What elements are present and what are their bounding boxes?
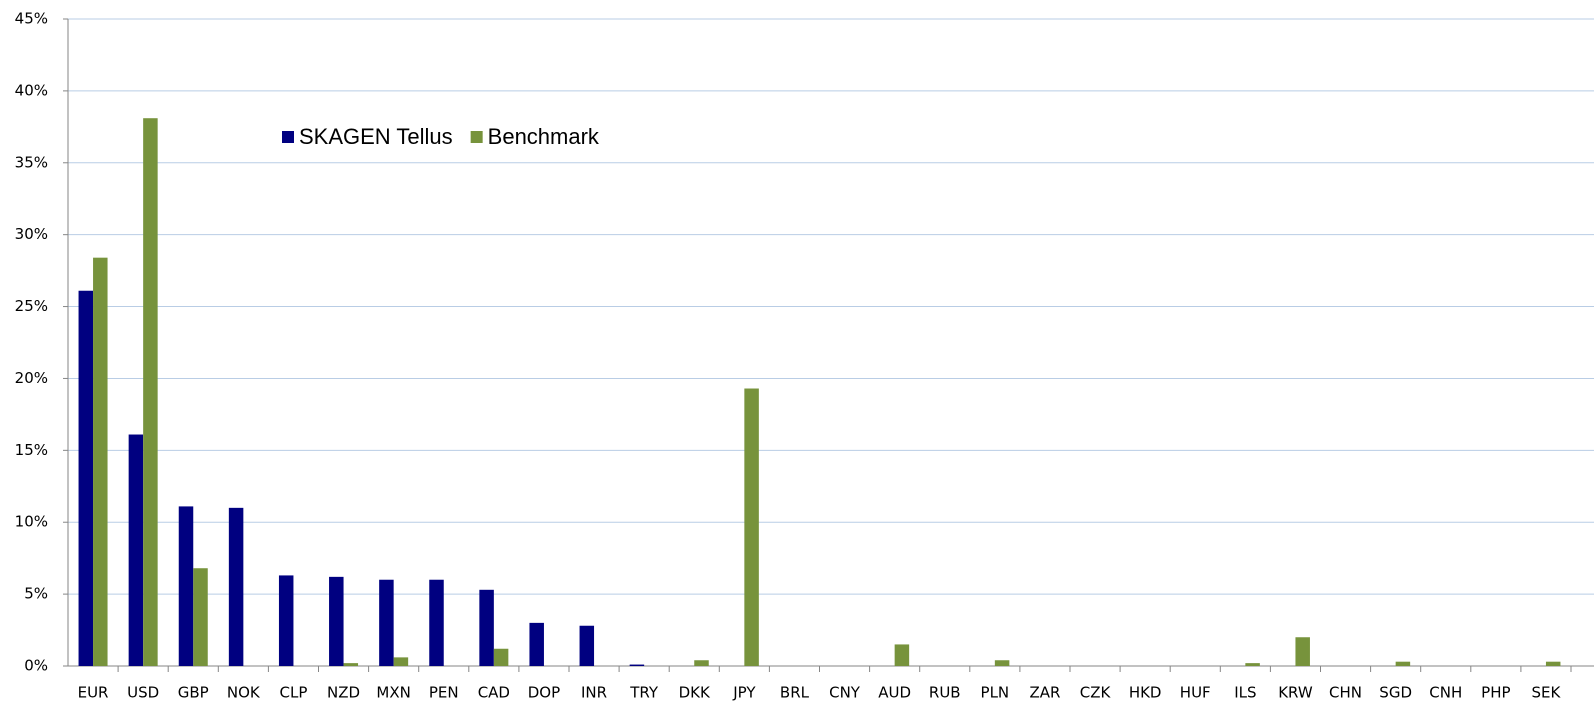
- bar: [393, 657, 409, 666]
- bar: [1545, 661, 1561, 666]
- legend: SKAGEN Tellus Benchmark: [282, 124, 600, 149]
- x-tick-label: TRY: [629, 684, 659, 702]
- x-tick-label: ZAR: [1029, 684, 1060, 702]
- bar: [143, 118, 158, 666]
- bar: [278, 575, 294, 666]
- x-tick-label: CAD: [478, 684, 510, 702]
- y-tick-label: 5%: [24, 585, 48, 603]
- bar: [1395, 661, 1411, 666]
- bar: [78, 290, 94, 666]
- x-tick-label: MXN: [376, 684, 410, 702]
- y-tick-label: 40%: [15, 81, 48, 99]
- y-tick-label: 30%: [15, 225, 48, 243]
- x-tick-label: NOK: [227, 684, 261, 702]
- y-tick-label: 25%: [15, 297, 48, 315]
- legend-label: Benchmark: [488, 124, 600, 149]
- x-tick-label: GBP: [178, 684, 209, 702]
- x-tick-label: HKD: [1129, 684, 1162, 702]
- bar: [994, 660, 1010, 666]
- bar: [228, 507, 244, 666]
- bar: [744, 388, 759, 666]
- bar: [343, 663, 359, 666]
- bar: [329, 576, 344, 666]
- x-tick-label: AUD: [878, 684, 911, 702]
- x-tick-label: INR: [581, 684, 607, 702]
- x-tick-label: DKK: [679, 684, 711, 702]
- bar: [629, 664, 645, 666]
- x-tick-label: JPY: [732, 684, 756, 702]
- y-tick-label: 20%: [15, 369, 48, 387]
- x-tick-label: BRL: [780, 684, 810, 702]
- x-tick-label: HUF: [1180, 684, 1211, 702]
- bar: [529, 622, 544, 666]
- x-tick-label: CLP: [280, 684, 308, 702]
- y-tick-label: 10%: [15, 513, 48, 531]
- x-tick-label: SEK: [1532, 684, 1562, 702]
- bar: [93, 257, 108, 666]
- x-tick-label: CNY: [829, 684, 861, 702]
- x-tick-label: USD: [127, 684, 159, 702]
- bar: [493, 648, 509, 666]
- y-tick-label: 15%: [15, 441, 48, 459]
- bar: [379, 579, 394, 666]
- bar: [193, 568, 208, 666]
- bar: [579, 625, 595, 666]
- x-tick-label: CHN: [1329, 684, 1362, 702]
- bar: [894, 644, 910, 666]
- x-tick-label: PEN: [429, 684, 459, 702]
- bar: [479, 589, 494, 666]
- bar: [178, 506, 194, 666]
- x-tick-label: PHP: [1481, 684, 1510, 702]
- bar: [128, 434, 144, 666]
- y-tick-label: 0%: [24, 657, 48, 675]
- x-tick-label: RUB: [929, 684, 961, 702]
- y-tick-label: 35%: [15, 153, 48, 171]
- x-tick-label: CZK: [1080, 684, 1112, 702]
- legend-swatch: [470, 131, 483, 143]
- x-tick-label: KRW: [1278, 684, 1313, 702]
- y-tick-label: 45%: [15, 10, 48, 28]
- x-tick-label: EUR: [78, 684, 109, 702]
- x-tick-label: ILS: [1234, 684, 1256, 702]
- x-tick-label: NZD: [327, 684, 360, 702]
- legend-label: SKAGEN Tellus: [299, 124, 453, 149]
- bar: [694, 660, 709, 666]
- bar: [1295, 637, 1310, 666]
- x-tick-label: CNH: [1429, 684, 1462, 702]
- x-tick-label: DOP: [528, 684, 560, 702]
- bar: [429, 579, 444, 666]
- bar: [1245, 663, 1260, 666]
- legend-swatch: [282, 131, 294, 143]
- x-tick-label: PLN: [981, 684, 1010, 702]
- x-tick-label: SGD: [1379, 684, 1412, 702]
